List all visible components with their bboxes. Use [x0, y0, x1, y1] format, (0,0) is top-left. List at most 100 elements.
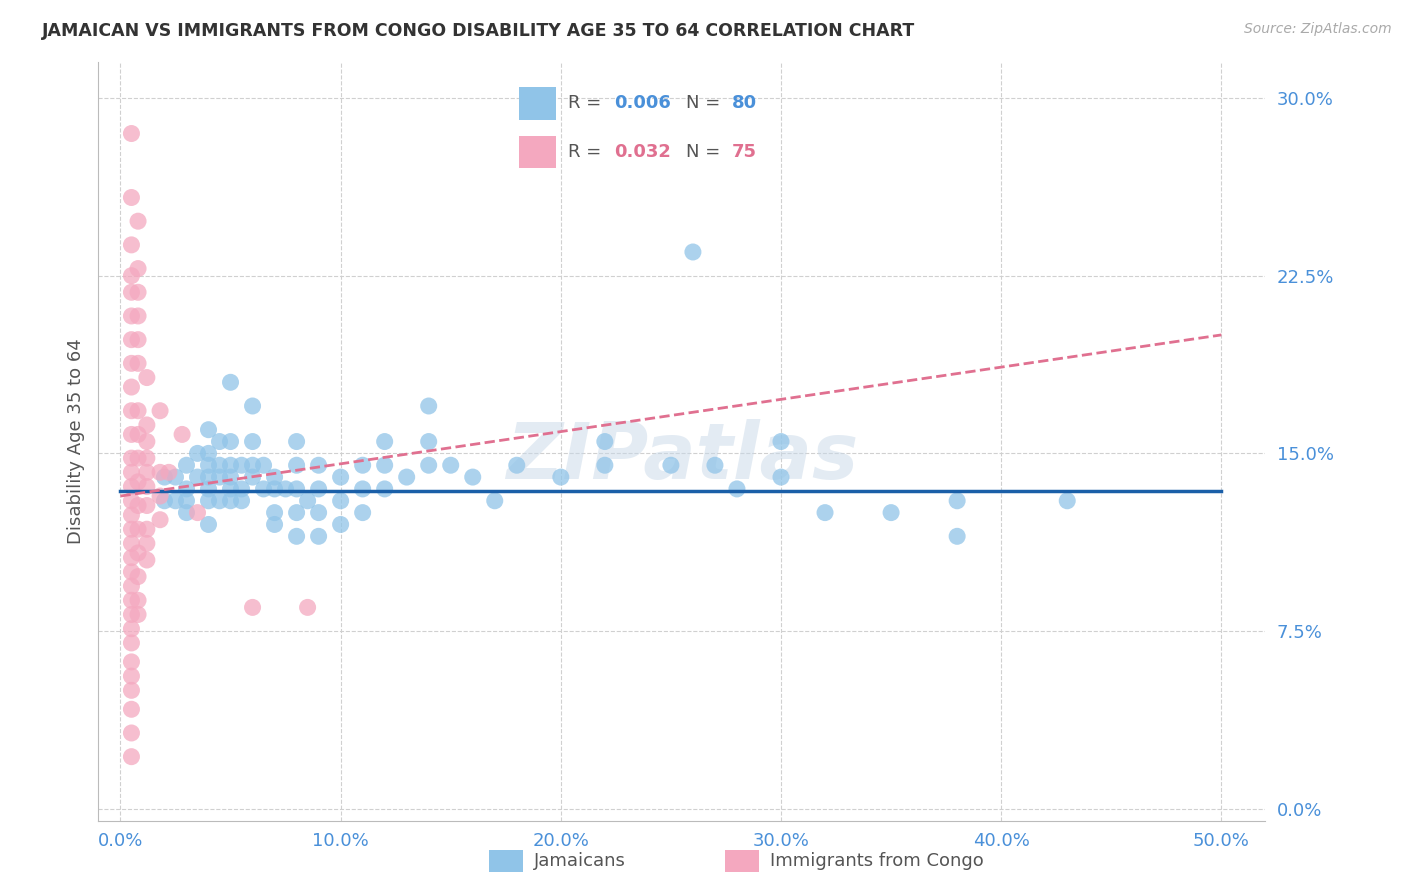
Point — [120, 522, 142, 536]
Text: 0.006: 0.006 — [614, 95, 671, 112]
Point — [769, 470, 792, 484]
Point — [127, 309, 149, 323]
Point — [725, 482, 748, 496]
Point — [120, 403, 142, 417]
Point — [120, 427, 142, 442]
Point — [165, 493, 187, 508]
Point — [197, 493, 219, 508]
Point — [135, 417, 157, 432]
Point — [176, 482, 198, 496]
Point — [135, 499, 157, 513]
Point — [120, 726, 142, 740]
Point — [231, 493, 253, 508]
Point — [120, 655, 142, 669]
Text: 0.032: 0.032 — [614, 143, 671, 161]
Point — [120, 466, 142, 480]
Point — [120, 702, 142, 716]
Point — [186, 506, 208, 520]
Point — [135, 451, 157, 466]
Point — [197, 482, 219, 496]
Point — [263, 517, 285, 532]
Point — [593, 434, 616, 449]
Point — [176, 458, 198, 473]
Y-axis label: Disability Age 35 to 64: Disability Age 35 to 64 — [66, 339, 84, 544]
Point — [127, 607, 149, 622]
Point — [120, 579, 142, 593]
Point — [352, 506, 374, 520]
Point — [127, 214, 149, 228]
Text: N =: N = — [686, 143, 725, 161]
Point — [946, 493, 969, 508]
Point — [197, 446, 219, 460]
Point — [242, 470, 264, 484]
Point — [352, 458, 374, 473]
Point — [157, 466, 180, 480]
Point — [263, 482, 285, 496]
Point — [127, 427, 149, 442]
Text: Immigrants from Congo: Immigrants from Congo — [770, 852, 984, 870]
Point — [219, 376, 242, 390]
Point — [274, 482, 297, 496]
Point — [127, 261, 149, 276]
Point — [120, 607, 142, 622]
Point — [153, 470, 176, 484]
Point — [165, 470, 187, 484]
Point — [285, 434, 308, 449]
Point — [197, 517, 219, 532]
Point — [135, 522, 157, 536]
Point — [149, 403, 172, 417]
Point — [297, 493, 319, 508]
Point — [374, 458, 396, 473]
Point — [682, 244, 704, 259]
Point — [329, 470, 352, 484]
Point — [242, 458, 264, 473]
Point — [120, 356, 142, 370]
Point — [946, 529, 969, 543]
Point — [127, 356, 149, 370]
Point — [127, 499, 149, 513]
Point — [197, 458, 219, 473]
Point — [120, 749, 142, 764]
Point — [120, 550, 142, 565]
Text: N =: N = — [686, 95, 725, 112]
Point — [242, 399, 264, 413]
Point — [120, 508, 142, 522]
Point — [440, 458, 463, 473]
Point — [127, 285, 149, 300]
Point — [219, 493, 242, 508]
Point — [127, 522, 149, 536]
Point — [263, 506, 285, 520]
Point — [329, 517, 352, 532]
Point — [120, 380, 142, 394]
Point — [880, 506, 903, 520]
Point — [231, 458, 253, 473]
Point — [186, 470, 208, 484]
Point — [219, 470, 242, 484]
Bar — [489, 849, 523, 872]
Point — [120, 190, 142, 204]
Point — [120, 565, 142, 579]
Point — [231, 482, 253, 496]
Point — [135, 479, 157, 493]
Point — [242, 434, 264, 449]
Text: JAMAICAN VS IMMIGRANTS FROM CONGO DISABILITY AGE 35 TO 64 CORRELATION CHART: JAMAICAN VS IMMIGRANTS FROM CONGO DISABI… — [42, 22, 915, 40]
Point — [197, 470, 219, 484]
Point — [374, 482, 396, 496]
Point — [219, 458, 242, 473]
Point — [135, 553, 157, 567]
Point — [506, 458, 529, 473]
Bar — [725, 849, 759, 872]
Point — [120, 309, 142, 323]
Point — [219, 434, 242, 449]
Point — [120, 493, 142, 508]
Point — [186, 446, 208, 460]
Point — [329, 493, 352, 508]
Text: Source: ZipAtlas.com: Source: ZipAtlas.com — [1244, 22, 1392, 37]
Point — [418, 399, 440, 413]
Point — [285, 482, 308, 496]
Bar — [519, 87, 555, 120]
Point — [593, 458, 616, 473]
Point — [135, 434, 157, 449]
Point — [149, 489, 172, 503]
Point — [297, 600, 319, 615]
